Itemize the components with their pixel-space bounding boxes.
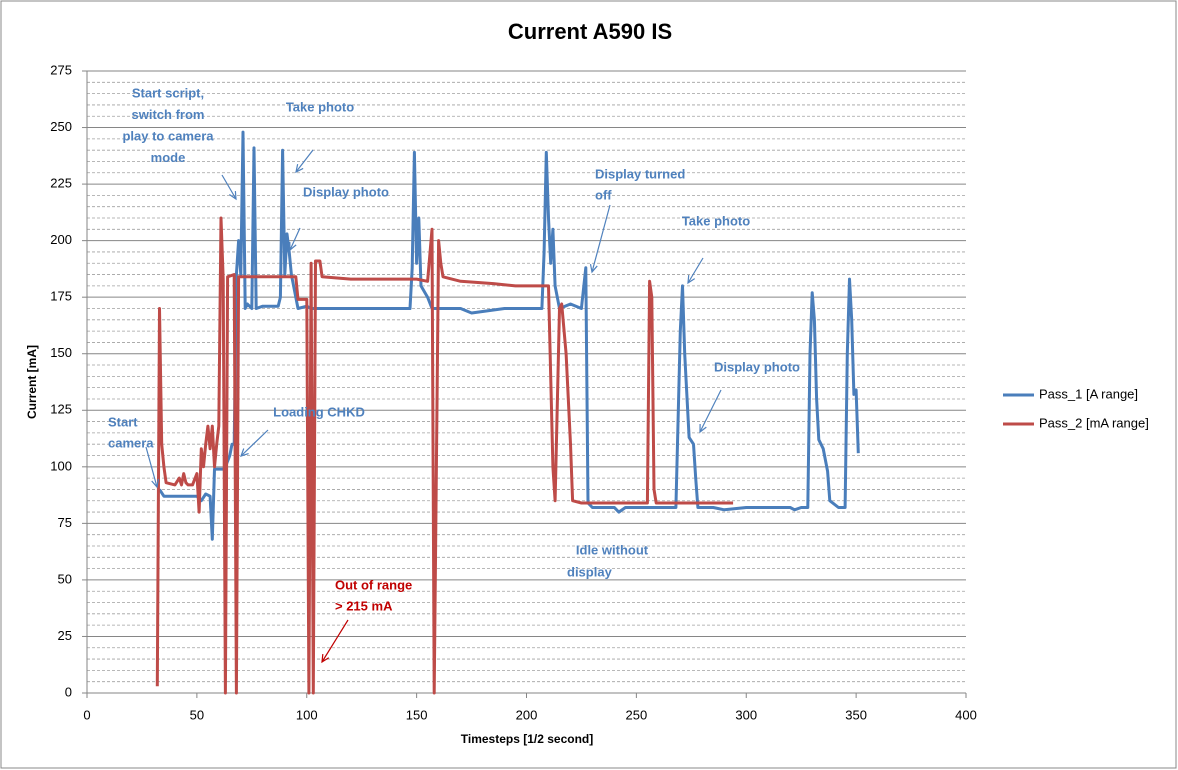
- annotation: Start: [108, 414, 138, 429]
- annotation-arrowhead: [240, 448, 249, 457]
- x-tick-label: 200: [516, 707, 538, 722]
- y-tick-label: 150: [50, 345, 72, 360]
- annotation-arrowhead: [699, 423, 707, 434]
- annotation: mode: [151, 150, 186, 165]
- y-tick-label: 175: [50, 289, 72, 304]
- annotation-arrowhead: [321, 653, 330, 664]
- annotation: Take photo: [286, 99, 354, 114]
- annotation: Display photo: [303, 184, 389, 199]
- annotation: > 215 mA: [335, 598, 393, 613]
- y-tick-label: 225: [50, 176, 72, 191]
- series-line: [158, 130, 860, 541]
- annotation-arrow: [240, 429, 269, 457]
- x-tick-label: 250: [626, 707, 648, 722]
- annotation-arrow: [591, 204, 611, 273]
- y-tick-label: 275: [50, 62, 72, 77]
- x-tick-label: 50: [190, 707, 204, 722]
- x-axis-label: Timesteps [1/2 second]: [461, 732, 594, 746]
- y-tick-label: 0: [65, 684, 72, 699]
- annotation-arrowhead: [687, 274, 696, 285]
- y-tick-label: 200: [50, 232, 72, 247]
- annotation: Loading CHKD: [273, 404, 365, 419]
- y-tick-label: 25: [58, 628, 72, 643]
- annotation: Start script,: [132, 85, 204, 100]
- legend-label: Pass_1 [A range]: [1039, 386, 1138, 401]
- x-tick-label: 400: [955, 707, 977, 722]
- annotation-arrowhead: [229, 190, 237, 201]
- annotation: off: [595, 187, 612, 202]
- annotation: play to camera: [122, 128, 214, 143]
- y-tick-label: 100: [50, 458, 72, 473]
- y-tick-label: 50: [58, 571, 72, 586]
- annotation: Take photo: [682, 213, 750, 228]
- x-tick-label: 150: [406, 707, 428, 722]
- annotation-arrow: [221, 174, 237, 200]
- legend-label: Pass_2 [mA range]: [1039, 415, 1149, 430]
- y-tick-label: 75: [58, 515, 72, 530]
- x-tick-label: 100: [296, 707, 318, 722]
- annotation: Display photo: [714, 359, 800, 374]
- annotation-arrow: [295, 149, 314, 173]
- annotation-arrow: [321, 619, 349, 663]
- y-axis-label: Current [mA]: [25, 345, 39, 419]
- x-tick-label: 0: [83, 707, 90, 722]
- annotation-arrow: [289, 227, 301, 251]
- annotation: Idle without: [576, 542, 649, 557]
- annotation: display: [567, 564, 613, 579]
- y-tick-label: 125: [50, 402, 72, 417]
- annotation-arrow: [145, 446, 158, 488]
- chart-title: Current A590 IS: [508, 19, 672, 44]
- annotation: Out of range: [335, 577, 412, 592]
- annotation-arrow: [687, 257, 704, 284]
- y-tick-label: 250: [50, 119, 72, 134]
- annotation-arrowhead: [589, 264, 598, 274]
- x-tick-label: 300: [735, 707, 757, 722]
- annotation-arrow: [699, 389, 722, 433]
- series-line: [155, 216, 734, 695]
- annotation-arrowhead: [289, 241, 297, 252]
- annotation: Display turned: [595, 166, 685, 181]
- annotation: switch from: [132, 107, 205, 122]
- annotation: camera: [108, 435, 154, 450]
- annotation-arrowhead: [151, 479, 160, 489]
- annotation-arrowhead: [295, 164, 304, 174]
- x-tick-label: 350: [845, 707, 867, 722]
